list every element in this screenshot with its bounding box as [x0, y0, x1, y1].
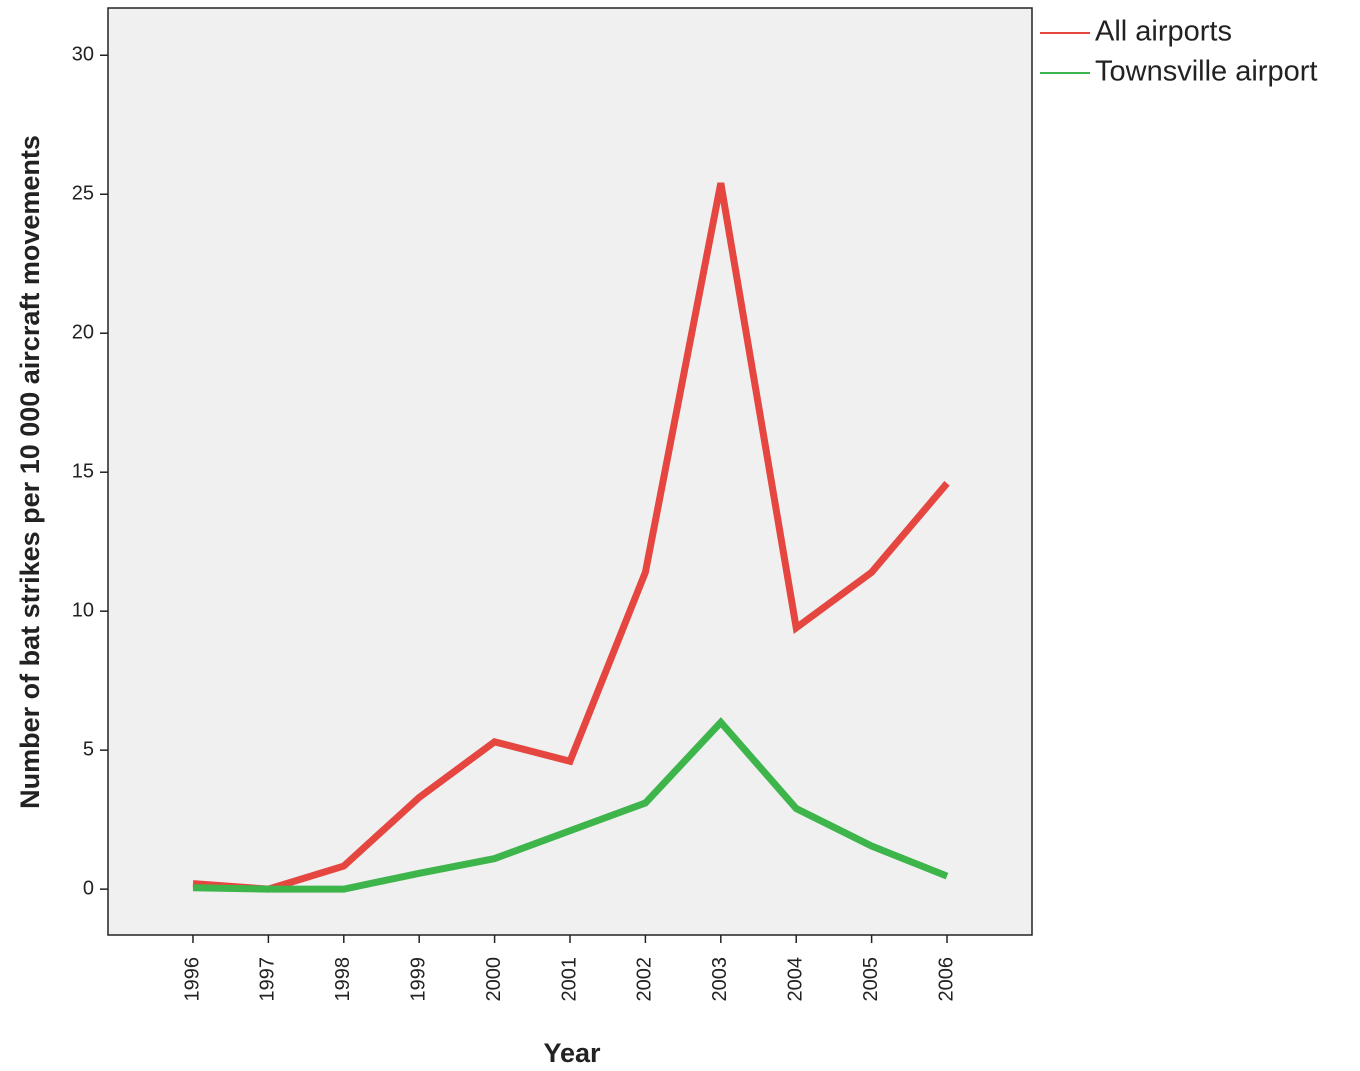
x-tick-label: 2004 — [784, 957, 806, 1002]
x-tick-label: 2006 — [935, 957, 957, 1002]
y-tick-label: 30 — [72, 44, 94, 66]
legend-label: All airports — [1095, 16, 1232, 48]
y-tick-label: 10 — [72, 599, 94, 621]
y-tick-label: 25 — [72, 183, 94, 205]
y-tick-label: 20 — [72, 321, 94, 343]
x-tick-label: 2003 — [709, 957, 731, 1002]
x-tick-label: 2000 — [483, 957, 505, 1002]
x-tick-label: 2002 — [634, 957, 656, 1002]
x-tick-label: 1996 — [181, 957, 203, 1002]
y-axis-title: Number of bat strikes per 10 000 aircraf… — [15, 135, 45, 809]
y-tick-label: 5 — [83, 738, 94, 760]
plot-area — [107, 7, 1033, 936]
x-axis-title: Year — [543, 1038, 601, 1068]
legend-label: Townsville airport — [1095, 56, 1317, 88]
x-tick-label: 1999 — [407, 957, 429, 1002]
line-series — [192, 182, 950, 893]
x-tick-label: 1998 — [332, 957, 354, 1002]
line-series — [192, 717, 949, 893]
x-tick-label: 2005 — [860, 957, 882, 1002]
x-tick-label: 2001 — [558, 957, 580, 1002]
y-tick-label: 15 — [72, 460, 94, 482]
y-tick-label: 0 — [83, 877, 94, 899]
x-tick-label: 1997 — [257, 957, 279, 1002]
